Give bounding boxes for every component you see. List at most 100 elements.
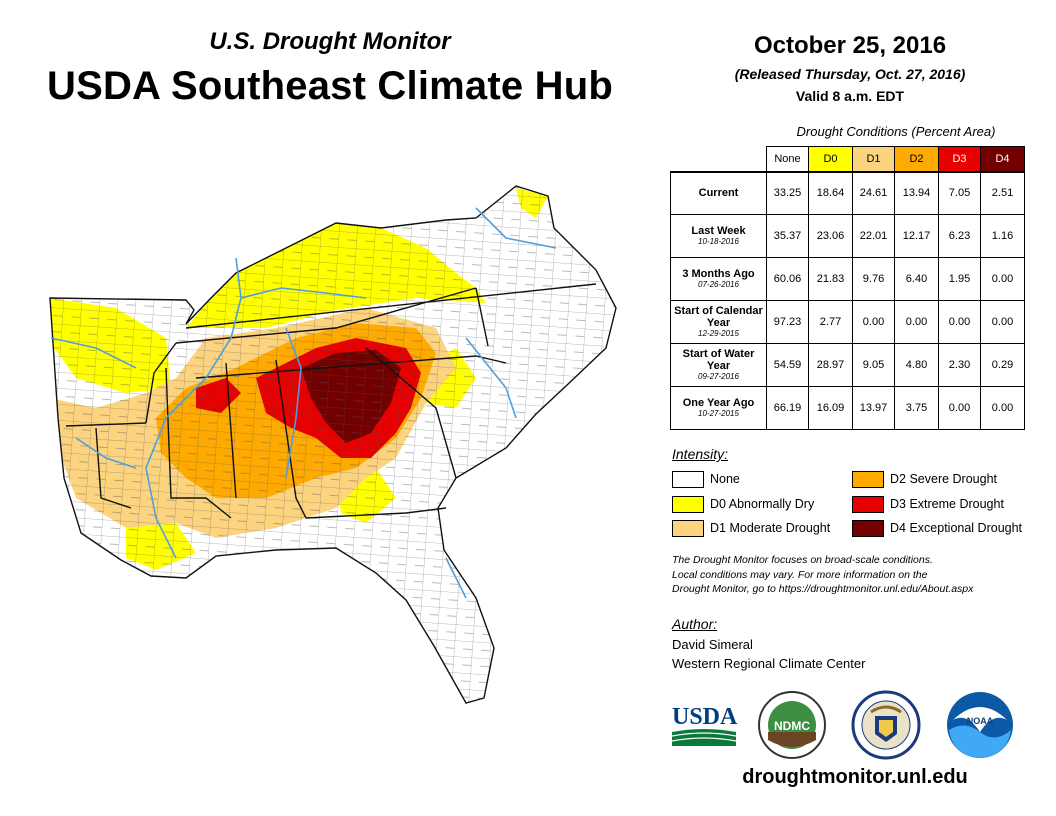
- table-cell: 6.23: [938, 214, 981, 258]
- table-cell: 4.80: [894, 343, 939, 387]
- table-cell: 2.77: [808, 300, 853, 344]
- legend-swatch: [852, 495, 884, 513]
- column-header-d0: D0: [808, 146, 853, 172]
- usda-logo-text: USDA: [672, 704, 738, 730]
- row-label: One Year Ago 10-27-2015: [670, 386, 767, 430]
- map-date: October 25, 2016: [753, 32, 947, 59]
- map-subtitle: U.S. Drought Monitor: [209, 28, 451, 55]
- legend-title: Intensity:: [672, 446, 729, 462]
- row-label-text: 3 Months Ago: [682, 268, 755, 280]
- table-cell: 60.06: [766, 257, 809, 301]
- legend-item-d3: D3 Extreme Drought: [852, 495, 1004, 513]
- column-header-d4: D4: [980, 146, 1025, 172]
- row-label-text: Current: [698, 187, 739, 200]
- note-line: The Drought Monitor focuses on broad-sca…: [672, 554, 933, 566]
- table-row: Start of Water Year 09-27-2016 54.59 28.9…: [670, 343, 1025, 387]
- table-row: 3 Months Ago 07-26-2016 60.06 21.83 9.76 …: [670, 257, 1025, 301]
- table-cell: 24.61: [852, 170, 895, 215]
- column-header-none: None: [766, 146, 809, 172]
- table-cell: 97.23: [766, 300, 809, 344]
- table-cell: 0.00: [938, 386, 981, 430]
- table-cell: 2.30: [938, 343, 981, 387]
- table-corner: [671, 147, 767, 172]
- row-label: Last Week 10-18-2016: [670, 214, 767, 258]
- table-cell: 0.00: [938, 300, 981, 344]
- row-date: 09-27-2016: [698, 372, 739, 381]
- doc-seal-logo: [851, 690, 921, 760]
- table-cell: 12.17: [894, 214, 939, 258]
- row-label: Current: [670, 170, 767, 215]
- ndmc-logo: NDMC: [758, 691, 826, 759]
- map-title: USDA Southeast Climate Hub: [46, 64, 613, 108]
- table-cell: 0.00: [894, 300, 939, 344]
- table-header-row: None D0 D1 D2 D3 D4: [671, 146, 1025, 172]
- table-cell: 0.00: [852, 300, 895, 344]
- legend-item-d1: D1 Moderate Drought: [672, 519, 830, 537]
- table-cell: 66.19: [766, 386, 809, 430]
- table-cell: 16.09: [808, 386, 853, 430]
- drought-monitor-url[interactable]: droughtmonitor.unl.edu: [742, 766, 968, 788]
- legend-label: D1 Moderate Drought: [710, 521, 831, 535]
- county-lines: [50, 186, 616, 703]
- note-line: Local conditions may vary. For more info…: [672, 568, 928, 581]
- table-cell: 18.64: [808, 170, 853, 215]
- row-label: Start of Water Year 09-27-2016: [670, 343, 767, 387]
- table-cell: 13.97: [852, 386, 895, 430]
- ndmc-logo-text: NDMC: [774, 719, 810, 733]
- column-header-d3: D3: [938, 146, 981, 172]
- release-date: (Released Thursday, Oct. 27, 2016): [734, 66, 966, 82]
- table-cell: 54.59: [766, 343, 809, 387]
- table-cell: 0.00: [980, 257, 1025, 301]
- row-date: 10-18-2016: [698, 237, 739, 246]
- table-cell: 3.75: [894, 386, 939, 430]
- row-date: 12-29-2015: [698, 329, 739, 338]
- legend-item-none: None: [672, 470, 740, 488]
- table-cell: 35.37: [766, 214, 809, 258]
- table-cell: 13.94: [894, 170, 939, 215]
- legend-swatch: [672, 470, 704, 488]
- legend-label: None: [710, 472, 740, 486]
- disclaimer-note: The Drought Monitor focuses on broad-sca…: [672, 553, 1047, 597]
- state-borders: [49, 185, 617, 704]
- valid-time: Valid 8 a.m. EDT: [795, 88, 905, 104]
- table-cell: 1.16: [980, 214, 1025, 258]
- author-title: Author:: [672, 616, 718, 632]
- table-cell: 9.76: [852, 257, 895, 301]
- noaa-logo-text: NOAA: [967, 716, 994, 726]
- table-cell: 2.51: [980, 170, 1025, 215]
- table-row: One Year Ago 10-27-2015 66.19 16.09 13.97…: [670, 386, 1025, 430]
- table-cell: 33.25: [766, 170, 809, 215]
- table-cell: 1.95: [938, 257, 981, 301]
- row-label-text: Start of Water Year: [682, 348, 755, 372]
- author-name: David Simeral: [672, 637, 753, 652]
- table-cell: 23.06: [808, 214, 853, 258]
- table-row: Current 33.25 18.64 24.61 13.94 7.05 2.5…: [670, 170, 1025, 215]
- rivers: [50, 207, 557, 599]
- legend-label: D4 Exceptional Drought: [890, 521, 1023, 535]
- table-cell: 21.83: [808, 257, 853, 301]
- column-header-d1: D1: [852, 146, 895, 172]
- legend-label: D0 Abnormally Dry: [710, 497, 815, 511]
- legend-swatch: [672, 495, 704, 513]
- row-label-text: One Year Ago: [682, 397, 755, 409]
- table-row: Last Week 10-18-2016 35.37 23.06 22.01 12…: [670, 214, 1025, 258]
- drought-conditions-table: None D0 D1 D2 D3 D4 Current 33.25 18.64 …: [670, 146, 1025, 430]
- table-cell: 6.40: [894, 257, 939, 301]
- table-cell: 7.05: [938, 170, 981, 215]
- note-line: Drought Monitor, go to https://droughtmo…: [672, 583, 974, 595]
- row-label: 3 Months Ago 07-26-2016: [670, 257, 767, 301]
- row-date: 07-26-2016: [698, 280, 739, 289]
- table-cell: 0.00: [980, 300, 1025, 344]
- table-cell: 0.29: [980, 343, 1025, 387]
- table-cell: 0.00: [980, 386, 1025, 430]
- table-cell: 22.01: [852, 214, 895, 258]
- southeast-drought-map: [49, 185, 617, 704]
- table-row: Start of Calendar Year 12-29-2015 97.23 2…: [670, 300, 1025, 344]
- row-label-text: Start of Calendar Year: [674, 305, 763, 329]
- noaa-logo: NOAA: [947, 692, 1013, 758]
- row-label: Start of Calendar Year 12-29-2015: [670, 300, 767, 344]
- legend-item-d2: D2 Severe Drought: [852, 470, 997, 488]
- legend-item-d4: D4 Exceptional Drought: [852, 519, 1022, 537]
- legend-swatch: [852, 470, 884, 488]
- author-org: Western Regional Climate Center: [672, 656, 866, 671]
